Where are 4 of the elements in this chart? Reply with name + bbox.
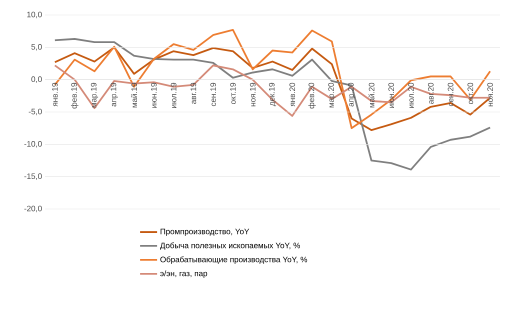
line-series	[54, 64, 492, 117]
line-series	[54, 38, 492, 170]
line-series	[54, 46, 492, 132]
line-series	[54, 28, 492, 130]
